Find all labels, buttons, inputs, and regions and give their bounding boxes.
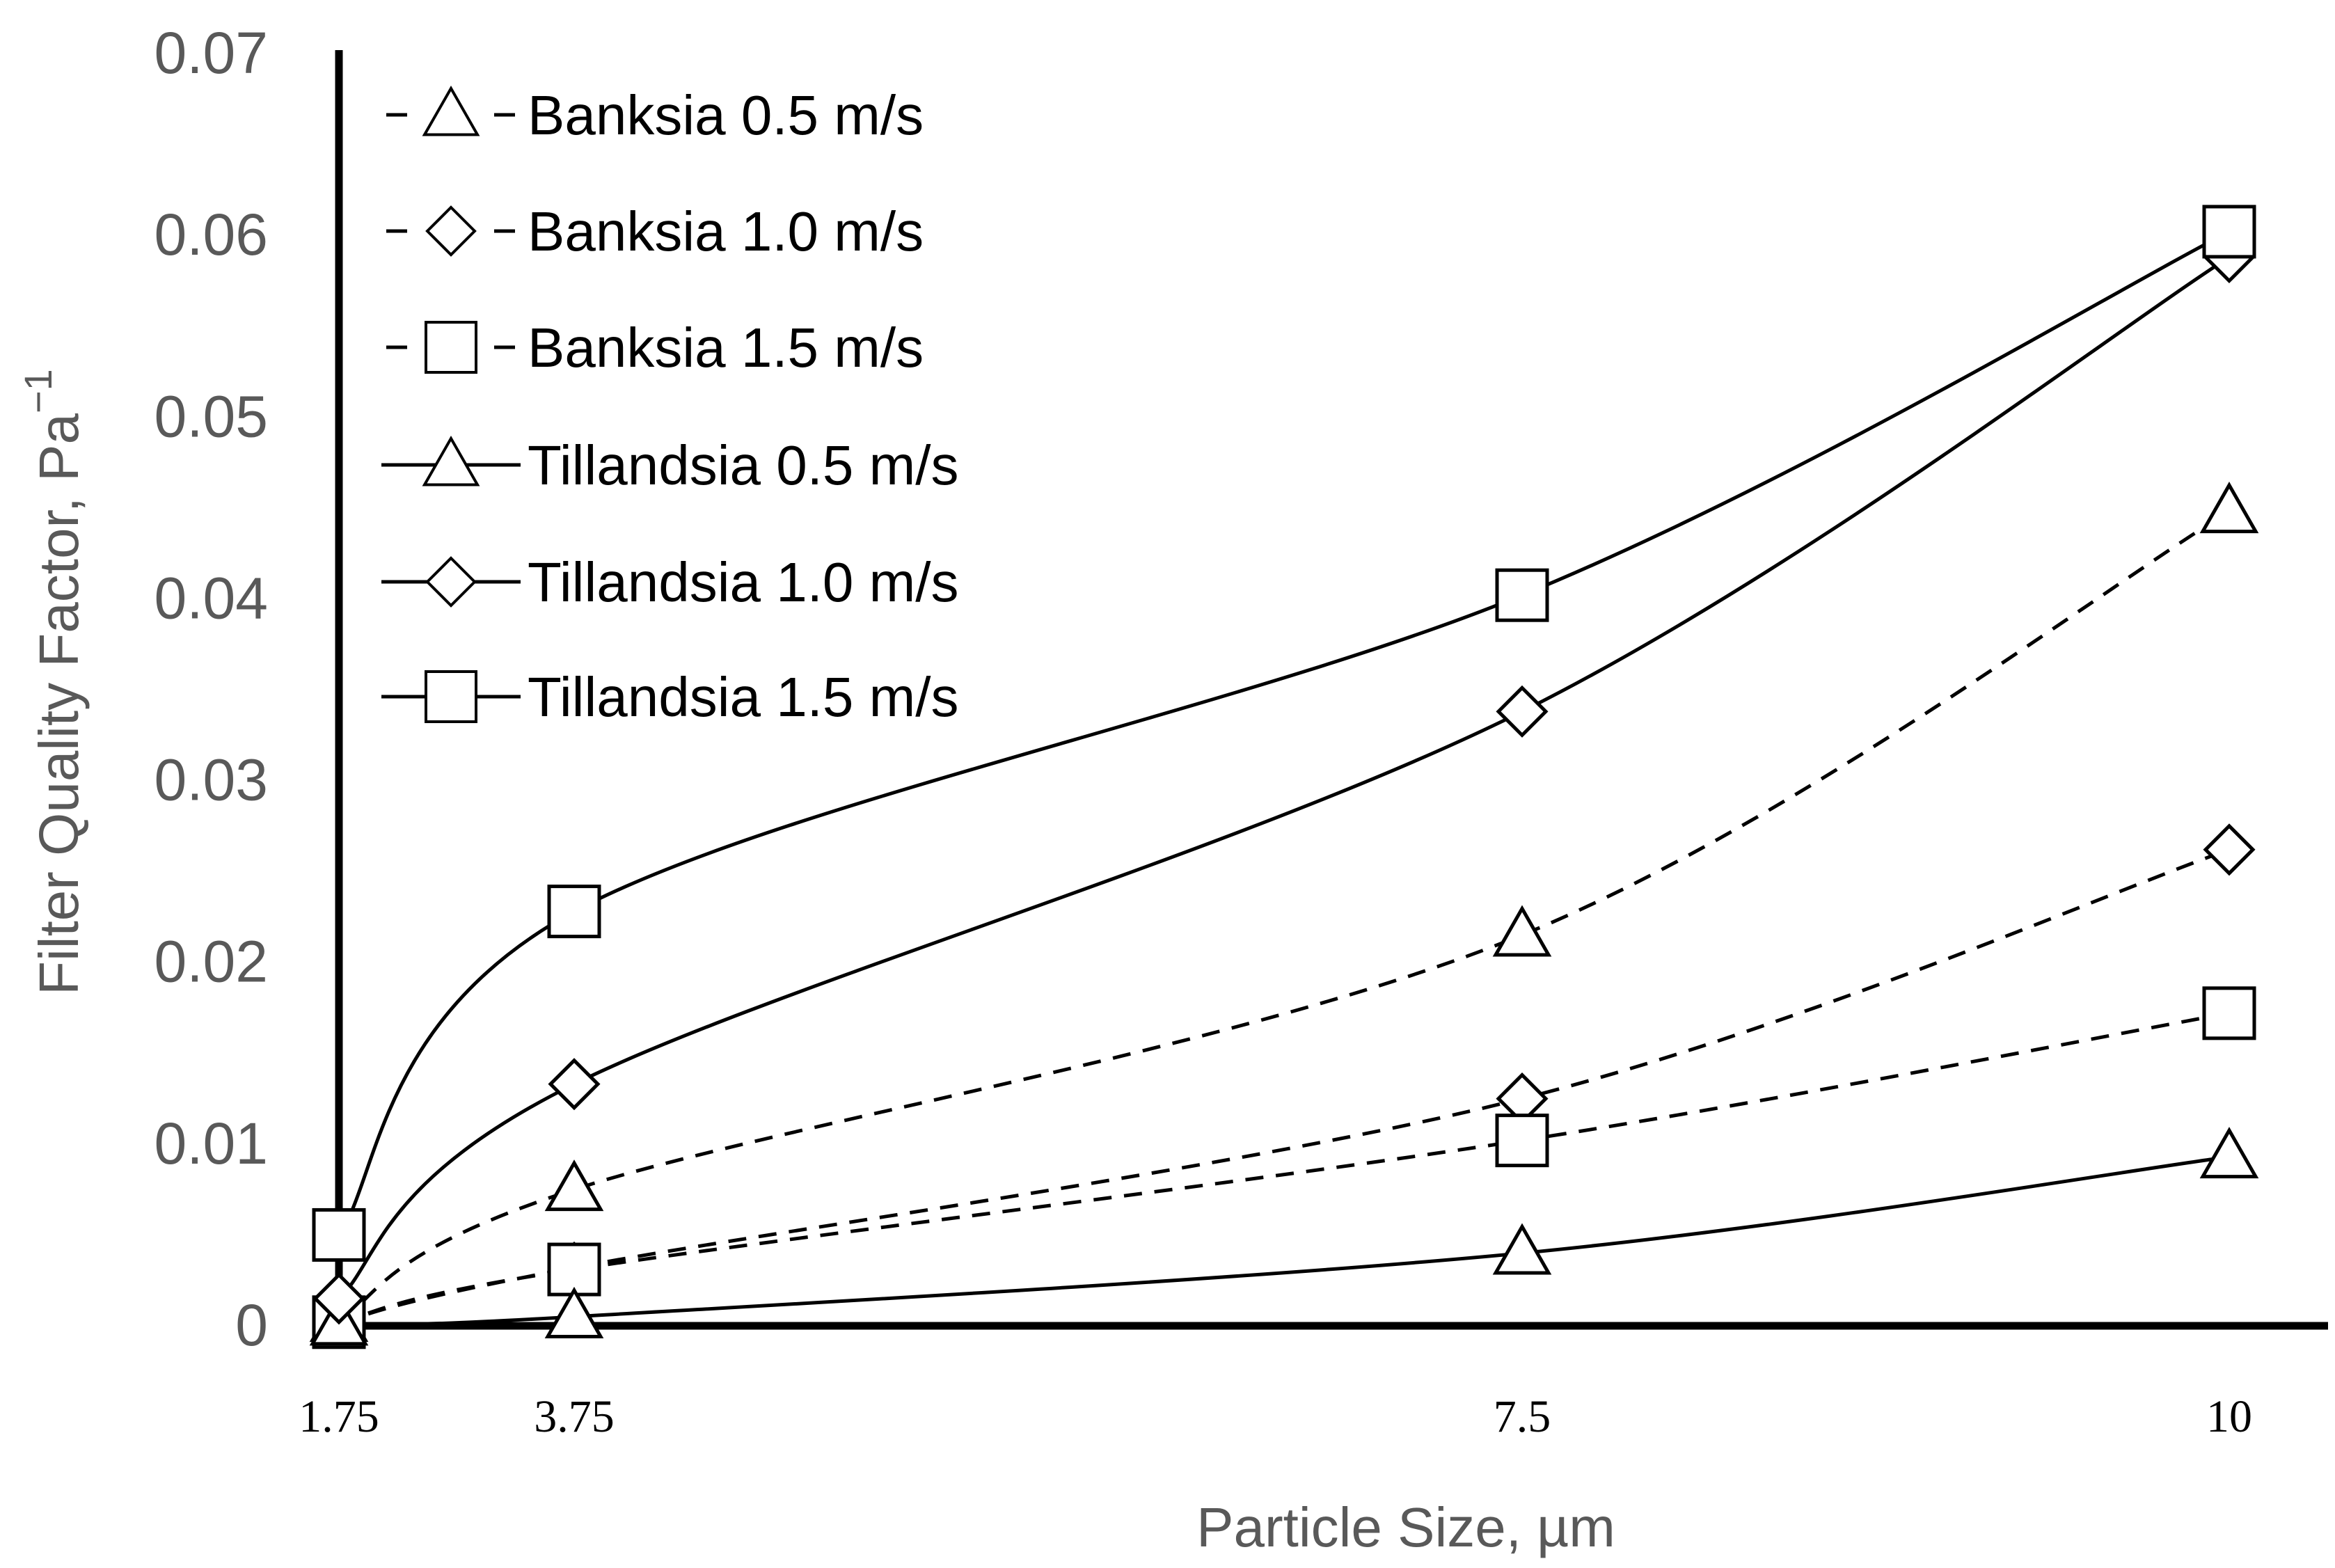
legend-triangle-icon xyxy=(422,85,480,136)
y-tick-label: 0.05 xyxy=(155,383,269,449)
x-tick-label: 3.75 xyxy=(534,1391,615,1442)
triangle-marker xyxy=(2199,482,2259,534)
legend-diamond-icon xyxy=(425,205,477,257)
series-line xyxy=(338,848,2230,1324)
square-marker xyxy=(2202,986,2256,1040)
diamond-marker xyxy=(312,1272,365,1325)
square-marker xyxy=(1495,568,1549,622)
series-line xyxy=(338,1011,2230,1324)
triangle-marker xyxy=(544,1159,604,1212)
legend: Banksia 0.5 m/s Banksia 1.0 m/s Banksia 1.… xyxy=(381,84,959,728)
legend-diamond-icon xyxy=(425,556,477,608)
legend-label: Banksia 0.5 m/s xyxy=(528,84,924,146)
legend-label: Tillandsia 1.0 m/s xyxy=(528,551,959,613)
square-marker xyxy=(1495,1114,1549,1168)
triangle-marker xyxy=(2199,1127,2259,1179)
y-axis-title-superscript: −1 xyxy=(16,369,60,413)
diamond-marker xyxy=(1496,685,1549,738)
series-line xyxy=(338,1155,2230,1327)
series-markers xyxy=(309,205,2259,1349)
square-marker xyxy=(312,1207,366,1262)
diamond-marker xyxy=(548,1058,601,1111)
axes xyxy=(335,50,2328,1330)
y-tick-label: 0.02 xyxy=(155,929,269,995)
x-tick-labels: 1.75 3.75 7.5 10 xyxy=(299,1391,2252,1442)
square-marker xyxy=(547,885,601,939)
square-marker xyxy=(2202,205,2256,259)
legend-label: Banksia 1.5 m/s xyxy=(528,317,924,379)
x-axis-title: Particle Size, µm xyxy=(1196,1496,1615,1558)
legend-triangle-icon xyxy=(422,435,480,486)
legend-label: Banksia 1.0 m/s xyxy=(528,200,924,262)
legend-label: Tillandsia 0.5 m/s xyxy=(528,434,959,496)
y-tick-label: 0.03 xyxy=(155,747,269,813)
series-line xyxy=(338,509,2231,1322)
y-tick-label: 0.04 xyxy=(155,565,269,631)
y-axis-title: Filter Quality Factor, Pa−1 xyxy=(16,369,90,995)
y-tick-label: 0 xyxy=(235,1292,268,1358)
x-tick-label: 7.5 xyxy=(1494,1391,1551,1442)
triangle-marker xyxy=(544,1286,604,1338)
legend-square-icon xyxy=(425,670,477,723)
triangle-marker xyxy=(1492,1223,1552,1275)
y-tick-labels: 0 0.01 0.02 0.03 0.04 0.05 0.06 0.07 xyxy=(155,20,269,1358)
x-tick-label: 10 xyxy=(2206,1391,2252,1442)
series-line xyxy=(338,255,2231,1300)
y-axis-title-main: Filter Quality Factor, Pa xyxy=(28,413,90,995)
legend-square-icon xyxy=(425,321,477,374)
y-tick-label: 0.06 xyxy=(155,202,269,267)
triangle-marker xyxy=(1492,905,1552,957)
y-tick-label: 0.01 xyxy=(155,1111,269,1176)
series-line xyxy=(337,230,2231,1236)
y-tick-label: 0.07 xyxy=(155,20,269,86)
diamond-marker xyxy=(2203,823,2256,876)
series-lines xyxy=(337,230,2231,1327)
legend-label: Tillandsia 1.5 m/s xyxy=(528,666,959,728)
x-tick-label: 1.75 xyxy=(299,1391,379,1442)
